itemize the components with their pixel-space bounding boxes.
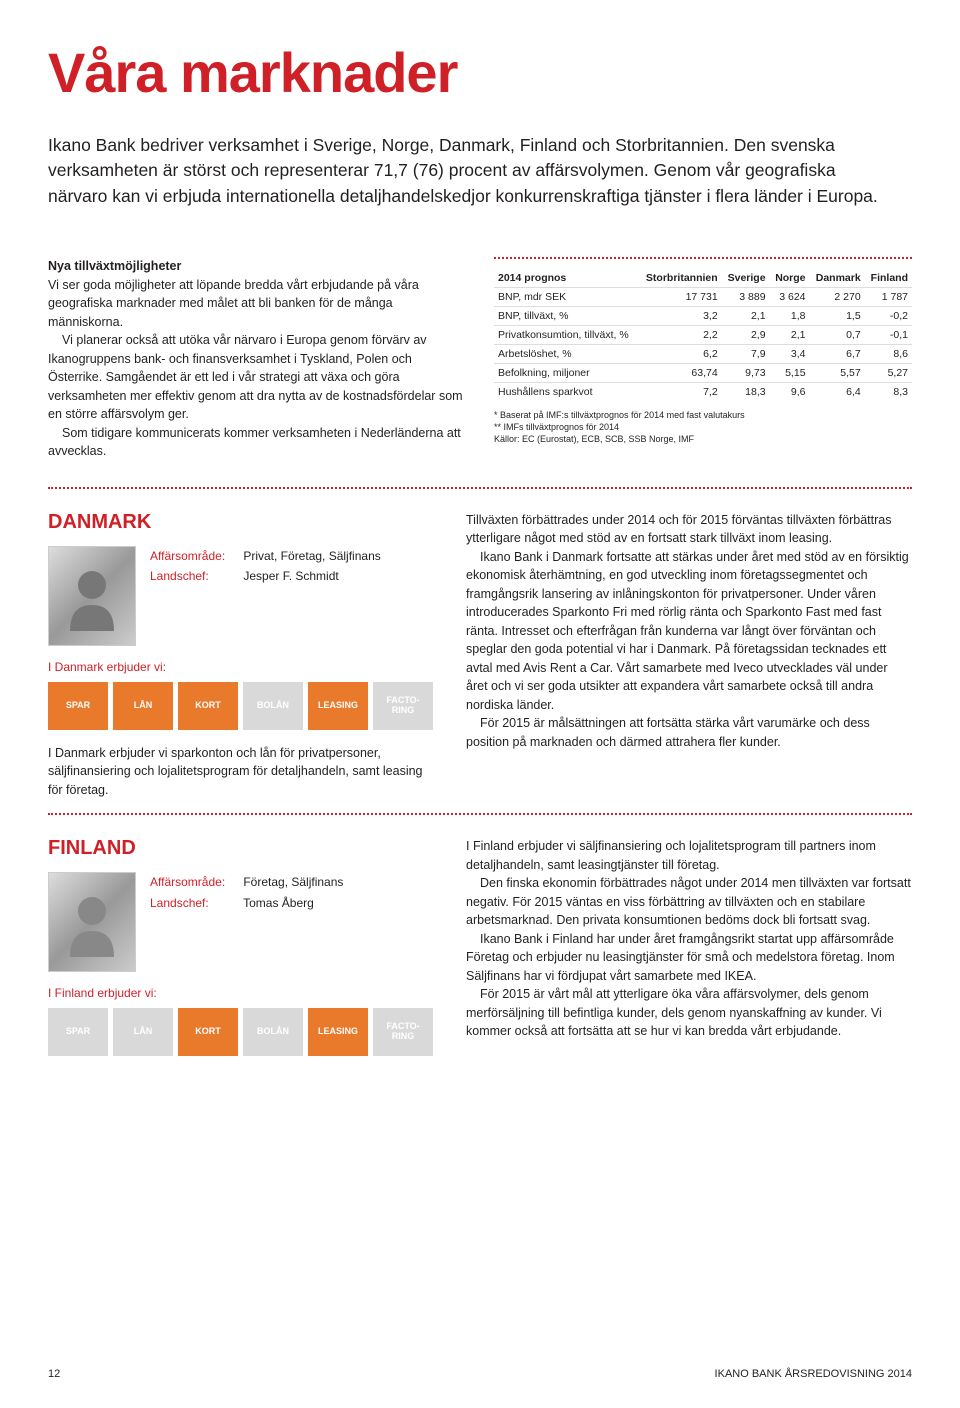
product-tile: LÅN — [113, 682, 173, 730]
denmark-chief-value: Jesper F. Schmidt — [243, 569, 338, 583]
table-footnote-3: Källor: EC (Eurostat), ECB, SCB, SSB Nor… — [494, 433, 912, 445]
separator-2 — [48, 813, 912, 815]
page-title: Våra marknader — [48, 40, 912, 105]
product-tile: SPAR — [48, 682, 108, 730]
denmark-offer-label: I Danmark erbjuder vi: — [48, 660, 438, 674]
finland-chief-label: Landschef: — [150, 893, 240, 913]
product-tile: SPAR — [48, 1008, 108, 1056]
finland-heading: FINLAND — [48, 837, 438, 860]
denmark-body: Tillväxten förbättrades under 2014 och f… — [466, 511, 912, 800]
product-tile: LEASING — [308, 1008, 368, 1056]
finland-body-2: Den finska ekonomin förbättrades något u… — [466, 874, 912, 930]
finland-portrait — [48, 872, 136, 972]
growth-p3: Som tidigare kommunicerats kommer verksa… — [48, 424, 466, 461]
denmark-body-3: För 2015 är målsättningen att fortsätta … — [466, 714, 912, 751]
finland-chief-value: Tomas Åberg — [243, 896, 314, 910]
denmark-block: DANMARK Affärsområde: Privat, Företag, S… — [48, 511, 912, 800]
product-tile: FACTO-RING — [373, 1008, 433, 1056]
finland-body-3: Ikano Bank i Finland har under året fram… — [466, 930, 912, 986]
product-tile: KORT — [178, 682, 238, 730]
table-header: Norge — [770, 269, 810, 288]
table-header: Danmark — [810, 269, 865, 288]
table-header: 2014 prognos — [494, 269, 639, 288]
finland-offer-label: I Finland erbjuder vi: — [48, 986, 438, 1000]
table-row: Privatkonsumtion, tillväxt, %2,22,92,10,… — [494, 326, 912, 345]
denmark-heading: DANMARK — [48, 511, 438, 534]
footer-right: IKANO BANK ÅRSREDOVISNING 2014 — [715, 1368, 912, 1380]
finland-body-4: För 2015 är vårt mål att ytterligare öka… — [466, 985, 912, 1041]
page-number: 12 — [48, 1368, 60, 1380]
denmark-chief-label: Landschef: — [150, 566, 240, 586]
table-footnote-2: ** IMFs tillväxtprognos för 2014 — [494, 421, 912, 433]
forecast-table-wrap: 2014 prognosStorbritannienSverigeNorgeDa… — [494, 257, 912, 461]
table-header: Storbritannien — [639, 269, 722, 288]
product-tile: LÅN — [113, 1008, 173, 1056]
finland-block: FINLAND Affärsområde: Företag, Säljfinan… — [48, 837, 912, 1070]
product-tile: FACTO-RING — [373, 682, 433, 730]
table-row: Befolkning, miljoner63,749,735,155,575,2… — [494, 364, 912, 383]
product-tile: BOLÅN — [243, 1008, 303, 1056]
denmark-body-2: Ikano Bank i Danmark fortsatte att stärk… — [466, 548, 912, 715]
forecast-table: 2014 prognosStorbritannienSverigeNorgeDa… — [494, 269, 912, 401]
separator-1 — [48, 487, 912, 489]
denmark-desc: I Danmark erbjuder vi sparkonton och lån… — [48, 744, 438, 800]
growth-and-table-row: Nya tillväxtmöjligheter Vi ser goda möjl… — [48, 257, 912, 461]
table-header: Sverige — [722, 269, 770, 288]
table-footnote-1: * Baserat på IMF:s tillväxtprognos för 2… — [494, 409, 912, 421]
table-row: BNP, tillväxt, %3,22,11,81,5-0,2 — [494, 307, 912, 326]
finland-body: I Finland erbjuder vi säljfinansiering o… — [466, 837, 912, 1070]
finland-tiles: SPARLÅNKORTBOLÅNLEASINGFACTO-RING — [48, 1008, 438, 1056]
page-footer: 12 IKANO BANK ÅRSREDOVISNING 2014 — [48, 1368, 912, 1380]
denmark-area-label: Affärsområde: — [150, 546, 240, 566]
intro-paragraph: Ikano Bank bedriver verksamhet i Sverige… — [48, 133, 888, 209]
growth-text: Nya tillväxtmöjligheter Vi ser goda möjl… — [48, 257, 466, 461]
denmark-body-1: Tillväxten förbättrades under 2014 och f… — [466, 511, 912, 548]
growth-p2: Vi planerar också att utöka vår närvaro … — [48, 331, 466, 424]
finland-area-label: Affärsområde: — [150, 872, 240, 892]
finland-area-value: Företag, Säljfinans — [243, 875, 343, 889]
product-tile: KORT — [178, 1008, 238, 1056]
table-row: BNP, mdr SEK17 7313 8893 6242 2701 787 — [494, 288, 912, 307]
table-row: Arbetslöshet, %6,27,93,46,78,6 — [494, 345, 912, 364]
denmark-portrait — [48, 546, 136, 646]
denmark-area-value: Privat, Företag, Säljfinans — [243, 549, 380, 563]
denmark-tiles: SPARLÅNKORTBOLÅNLEASINGFACTO-RING — [48, 682, 438, 730]
table-row: Hushållens sparkvot7,218,39,66,48,3 — [494, 383, 912, 402]
product-tile: LEASING — [308, 682, 368, 730]
growth-heading: Nya tillväxtmöjligheter — [48, 259, 181, 273]
product-tile: BOLÅN — [243, 682, 303, 730]
table-header: Finland — [865, 269, 912, 288]
growth-p1: Vi ser goda möjligheter att löpande bred… — [48, 278, 419, 329]
finland-body-1: I Finland erbjuder vi säljfinansiering o… — [466, 837, 912, 874]
